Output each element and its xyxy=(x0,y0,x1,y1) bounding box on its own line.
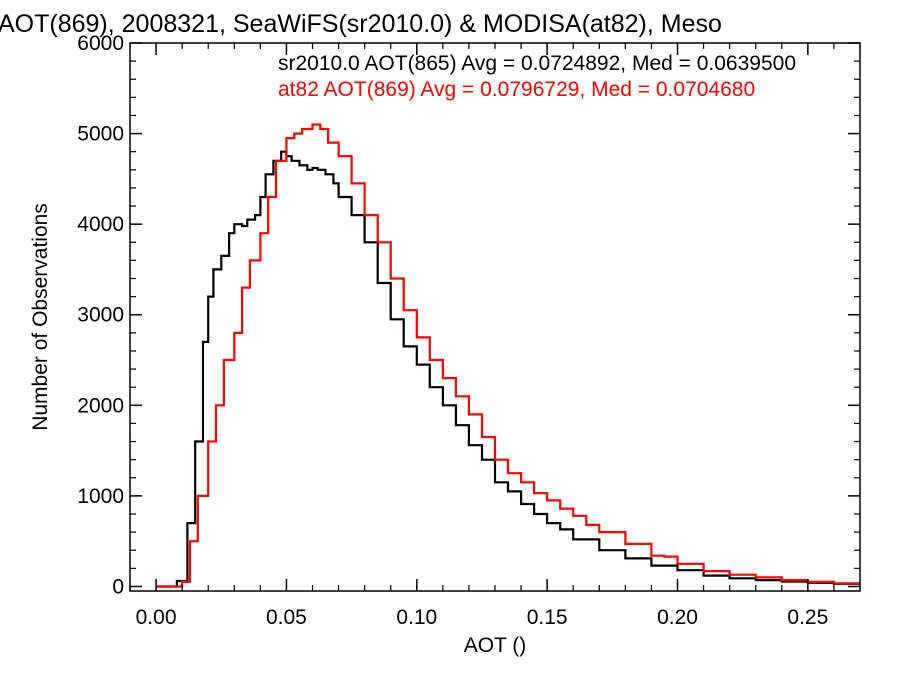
x-tick-label: 0.10 xyxy=(396,606,437,629)
plot-area xyxy=(156,123,860,588)
series-line-1 xyxy=(156,150,860,588)
y-axis-label: Number of Observations xyxy=(29,203,52,431)
x-tick-label: 0.00 xyxy=(136,606,177,629)
series-line-2 xyxy=(156,123,860,588)
y-tick-label: 6000 xyxy=(77,32,124,55)
legend: sr2010.0 AOT(865) Avg = 0.0724892, Med =… xyxy=(278,52,796,101)
y-tick-label: 1000 xyxy=(77,485,124,508)
x-tick-label: 0.05 xyxy=(266,606,307,629)
chart-title: AOT(869), 2008321, SeaWiFS(sr2010.0) & M… xyxy=(0,10,722,38)
y-tick-label: 0 xyxy=(112,575,124,598)
x-tick-label: 0.25 xyxy=(787,606,828,629)
y-tick-label: 3000 xyxy=(77,304,124,327)
legend-entry-series-2: at82 AOT(869) Avg = 0.0796729, Med = 0.0… xyxy=(278,78,755,101)
y-tick-label: 4000 xyxy=(77,213,124,236)
y-tick-label: 5000 xyxy=(77,123,124,146)
legend-entry-series-1: sr2010.0 AOT(865) Avg = 0.0724892, Med =… xyxy=(278,52,796,75)
x-tick-label: 0.15 xyxy=(527,606,568,629)
x-axis-label: AOT () xyxy=(464,634,527,657)
axis-ticks: 0.00 0.05 0.10 0.15 0.20 0.25 0 1000 2000 3000 400… xyxy=(77,32,861,629)
x-tick-label: 0.20 xyxy=(657,606,698,629)
y-tick-label: 2000 xyxy=(77,394,124,417)
